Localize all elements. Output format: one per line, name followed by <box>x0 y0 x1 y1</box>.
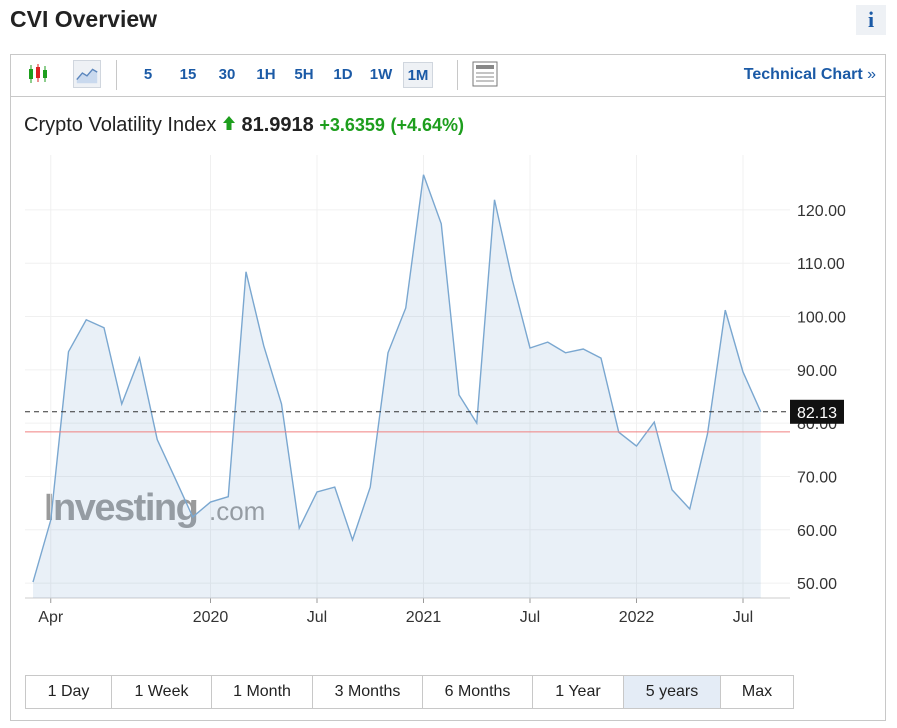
range-button[interactable]: 3 Months <box>313 676 423 708</box>
quote-price: 81.9918 <box>241 114 314 136</box>
quote-name: Crypto Volatility Index <box>24 114 217 136</box>
widget-frame <box>10 54 886 721</box>
toolbar: 5 15 30 1H 5H 1D 1W 1M Technical Chart » <box>10 54 886 97</box>
link-text: Technical Chart <box>743 66 863 83</box>
range-button[interactable]: Max <box>741 683 773 700</box>
range-button[interactable]: 1 Week <box>112 676 212 708</box>
interval-button[interactable]: 5 <box>143 66 153 83</box>
range-button[interactable]: 1 Month <box>212 676 313 708</box>
quote-change-pct: (+4.64%) <box>390 115 464 135</box>
area-icon[interactable] <box>73 60 101 88</box>
range-button[interactable]: 1 Year <box>533 676 624 708</box>
page-title: CVI Overview <box>10 6 158 32</box>
info-button[interactable]: i <box>856 5 886 35</box>
interval-button[interactable]: 1D <box>333 66 353 83</box>
quote-line: Crypto Volatility Index 81.9918 +3.6359 … <box>24 114 464 137</box>
news-icon[interactable] <box>471 60 499 88</box>
separator <box>116 60 117 90</box>
range-button[interactable]: 1 Day <box>26 676 112 708</box>
separator <box>457 60 458 90</box>
technical-chart-link[interactable]: Technical Chart » <box>744 66 876 84</box>
interval-button[interactable]: 5H <box>294 66 314 83</box>
interval-button[interactable]: 30 <box>218 66 236 83</box>
link-arrow: » <box>867 66 876 83</box>
candlestick-icon[interactable] <box>24 60 52 88</box>
interval-button[interactable]: 1W <box>369 66 393 83</box>
interval-button[interactable]: 1H <box>256 66 276 83</box>
quote-change: +3.6359 <box>319 115 385 135</box>
interval-button[interactable]: 15 <box>179 66 197 83</box>
range-button[interactable]: 6 Months <box>423 676 533 708</box>
range-group: 1 Day 1 Week 1 Month 3 Months 6 Months 1 Year… <box>25 675 794 709</box>
interval-button[interactable]: 1M <box>403 62 433 88</box>
range-button[interactable]: 5 years <box>624 676 721 708</box>
up-arrow-icon <box>222 116 235 130</box>
